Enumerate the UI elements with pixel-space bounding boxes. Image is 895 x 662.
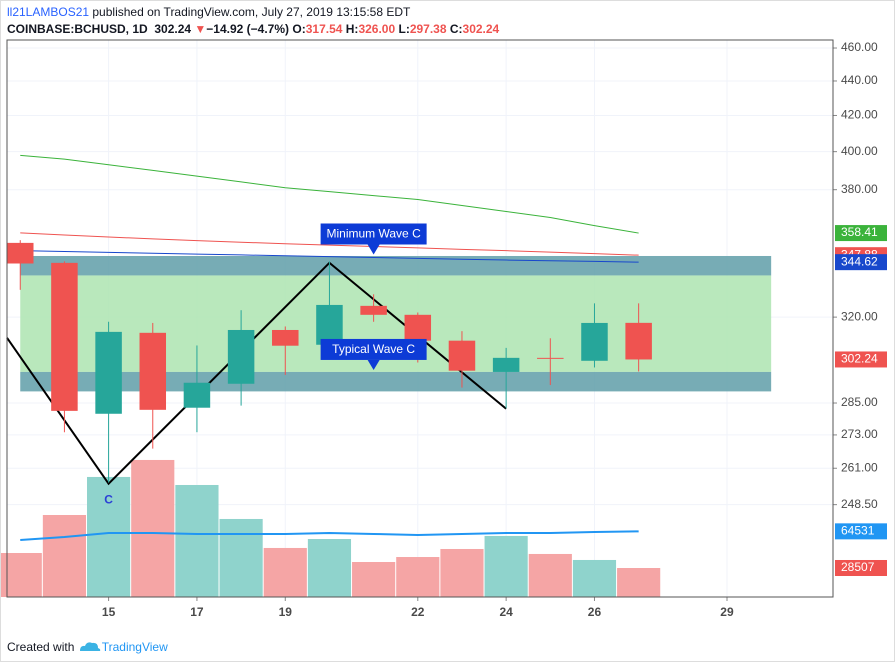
volume-bar [219,518,263,597]
annotation-box [320,338,427,360]
y-tick-label: 380.00 [841,182,878,196]
price-tag [835,254,887,271]
price-tag-label: 344.62 [841,254,878,268]
y-tick-label: 261.00 [841,460,878,474]
candle-body [581,322,608,361]
point-label: C [104,492,113,506]
zone [20,371,772,392]
volume-bar [0,552,42,597]
y-tick-label: 285.00 [841,395,878,409]
user[interactable]: ll21LAMBOS21 [7,5,90,19]
candle-body [360,305,387,315]
volume-bar [175,484,219,597]
x-tick-label: 19 [279,605,293,619]
header-line: ll21LAMBOS21 published on TradingView.co… [7,5,410,19]
c-value: 302.24 [462,22,500,36]
candle-body [7,242,34,264]
x-tick-label: 22 [411,605,425,619]
volume-bar [307,539,352,597]
symbol: COINBASE:BCHUSD, 1D [7,22,148,36]
brand[interactable]: TradingView [101,640,168,654]
o-value: 317.54 [305,22,343,36]
y-tick-label: 273.00 [841,427,878,441]
moving-average [20,154,639,234]
x-tick-label: 17 [190,605,204,619]
annotation: Minimum Wave C [320,223,427,255]
y-tick-label: 320.00 [841,309,878,323]
price-tag [835,523,887,540]
volume-bar [42,515,87,597]
candle-body [227,329,255,384]
y-tick-label: 248.50 [841,497,878,511]
l-value: 297.38 [409,22,447,36]
price-tag [835,559,887,576]
created: Created with [7,640,75,654]
candle-body [183,382,211,408]
annotation-arrow [367,359,380,370]
volume-ma-line [20,530,639,541]
header-line: COINBASE:BCHUSD, 1D 302.24 ▼−14.92 (−4.7… [7,22,499,36]
price: 302.24 [154,22,192,36]
x-tick-label: 15 [102,605,116,619]
volume-bar [617,567,661,597]
candle-body [51,262,78,411]
volume-bar [352,562,396,597]
annotation-box [320,223,427,245]
change: −14.92 (−4.7%) [206,22,290,36]
candle-body [625,322,652,360]
plot-frame [6,39,834,598]
candle-body [404,314,432,341]
candle-body [139,332,167,410]
candle-body [537,357,564,359]
annotation-text: Typical Wave C [332,342,415,356]
h-value: 326.00 [358,22,396,36]
moving-average [20,232,639,256]
y-tick-label: 420.00 [841,108,878,122]
y-tick-label: 400.00 [841,144,878,158]
candle-body [448,340,476,371]
volume-bar [572,559,617,597]
candle-body [95,331,122,414]
y-tick-label: 440.00 [841,73,878,87]
y-tick-label: 460.00 [841,40,878,54]
volume-bar [484,535,528,597]
x-tick-label: 26 [588,605,602,619]
volume-bar [440,548,484,597]
h-label: H: [345,22,359,36]
price-tag-label: 358.41 [841,225,878,239]
o-label: O: [292,22,306,36]
annotation-text: Minimum Wave C [327,227,422,241]
c-label: C: [449,22,463,36]
x-tick-label: 24 [499,605,513,619]
price-tag-label: 302.24 [841,352,878,366]
volume-bar [87,476,131,597]
volume-bar [131,459,175,597]
candle-body [492,357,520,372]
moving-average [20,250,639,263]
volume-bar [396,557,440,597]
footer: Created with TradingView [7,637,168,654]
published: published on TradingView.com, July 27, 2… [89,5,411,19]
logo [79,642,100,651]
annotation-arrow [367,244,380,255]
candle-body [272,329,299,346]
price-tag [835,351,887,368]
x-tick-label: 29 [720,605,734,619]
candle-body [316,304,343,345]
volume-bar [528,553,572,597]
annotation: Typical Wave C [320,338,427,370]
price-tag [835,225,887,242]
l-label: L: [398,22,410,36]
arrow: ▼ [194,22,207,36]
price-tag-label: 28507 [841,560,875,574]
price-tag-label: 64531 [841,524,875,538]
volume-bar [263,547,307,597]
zone [20,255,772,276]
